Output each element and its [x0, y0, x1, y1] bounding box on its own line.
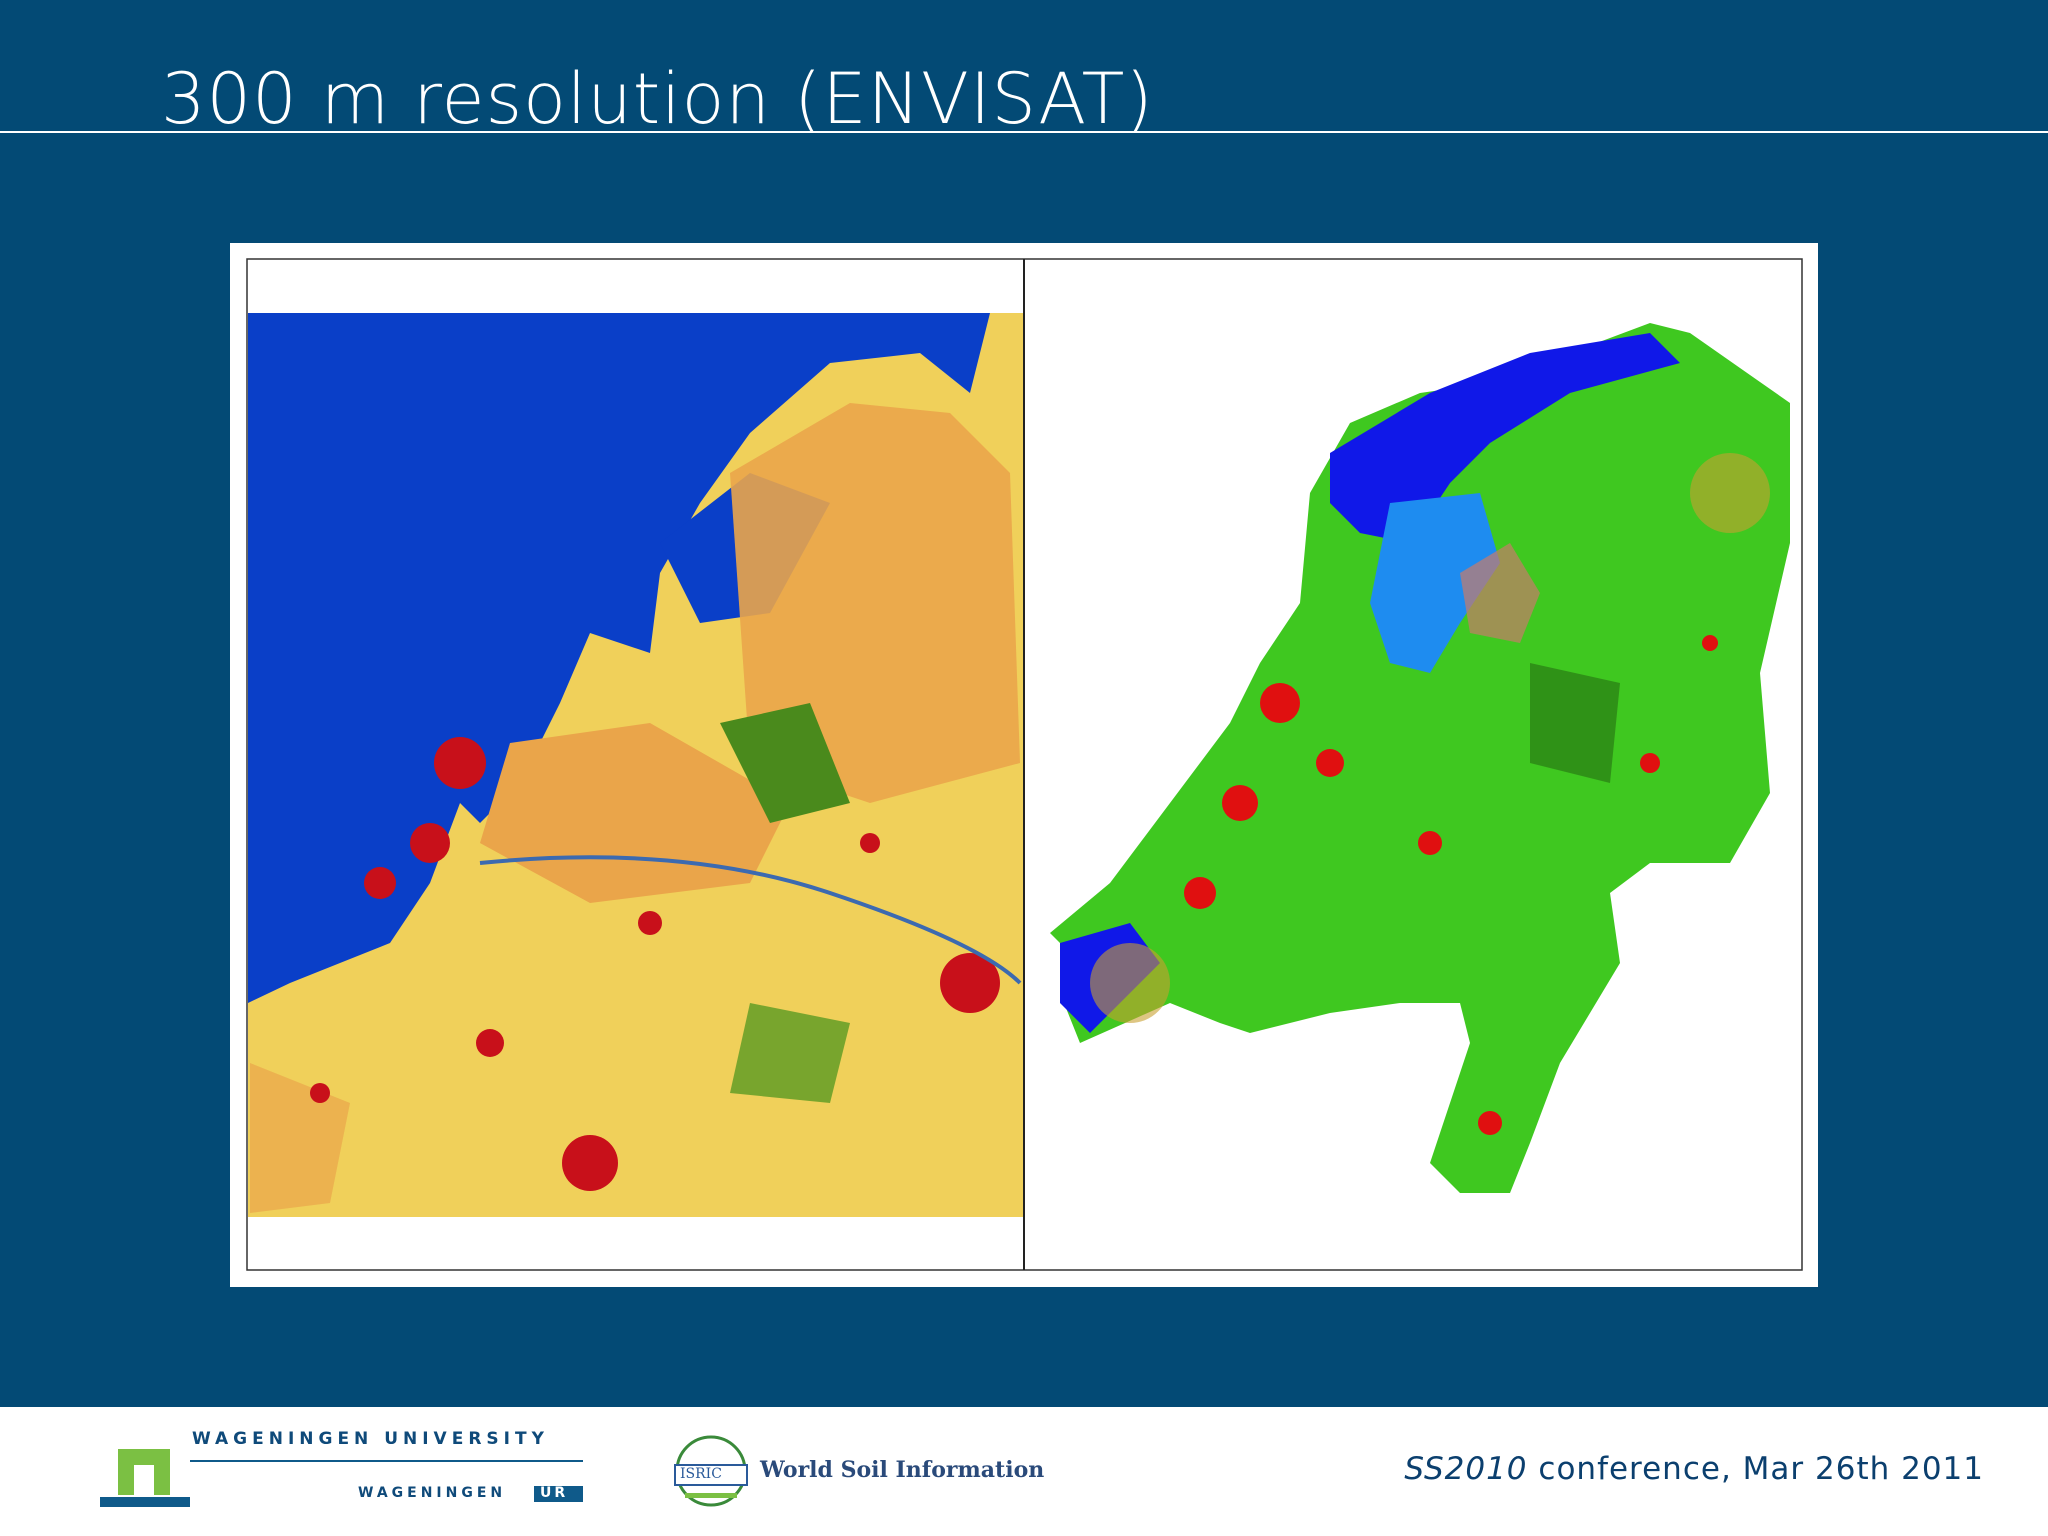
footer: WAGENINGEN UNIVERSITY WAGENINGEN UR ISRI…: [0, 1407, 2048, 1536]
map-figure: [230, 243, 1818, 1287]
university-name: WAGENINGEN UNIVERSITY: [192, 1429, 549, 1449]
isric-name: World Soil Information: [760, 1457, 1045, 1483]
isric-label: ISRIC: [680, 1466, 722, 1482]
conference-name: SS2010: [1404, 1451, 1528, 1487]
ur-prefix: WAGENINGEN: [358, 1485, 507, 1501]
conference: SS2010 conference, Mar 26th 2011: [1404, 1451, 1984, 1487]
logos: [100, 1435, 748, 1507]
ur-label: UR: [540, 1485, 569, 1501]
slide-title: 300 m resolution (ENVISAT): [161, 58, 1154, 140]
left-map: [248, 313, 1023, 1217]
right-map: [1050, 323, 1790, 1193]
conference-date: conference, Mar 26th 2011: [1538, 1451, 1984, 1487]
title-rule: [0, 131, 2048, 133]
